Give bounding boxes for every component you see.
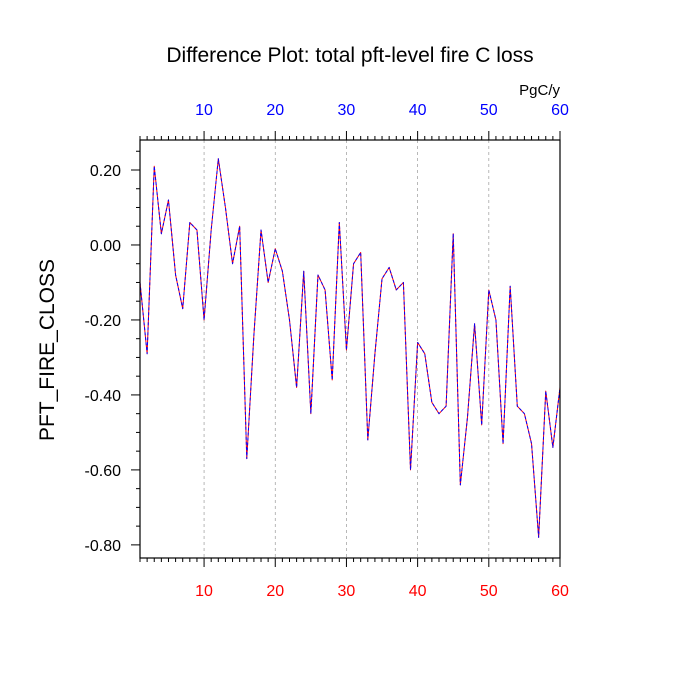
series-line-red xyxy=(139,158,561,538)
grid-lines xyxy=(203,140,490,558)
x-tick-label-top: 50 xyxy=(480,102,498,119)
x-tick-label-bottom: 30 xyxy=(338,583,356,600)
x-tick-label-top: 10 xyxy=(195,102,213,119)
x-tick-label-bottom: 60 xyxy=(551,583,569,600)
plot-frame xyxy=(139,139,561,559)
y-tick-label: -0.60 xyxy=(85,463,122,480)
units-label: PgC/y xyxy=(519,82,560,99)
y-axis-label: PFT_FIRE_CLOSS xyxy=(36,259,59,441)
x-tick-label-bottom: 40 xyxy=(409,583,427,600)
x-tick-label-top: 20 xyxy=(266,102,284,119)
chart-title: Difference Plot: total pft-level fire C … xyxy=(166,44,533,67)
y-tick-label: -0.80 xyxy=(85,538,122,555)
series-lines xyxy=(139,158,561,538)
y-tick-label: 0.20 xyxy=(90,163,121,180)
tick-labels: 10 10 20 20 30 30 40 40 50 50 60 60 0.20 0.00 -0.20 -0.… xyxy=(85,102,569,600)
y-tick-label: -0.20 xyxy=(85,313,122,330)
x-tick-label-top: 40 xyxy=(409,102,427,119)
series-line-blue xyxy=(139,158,561,538)
x-tick-label-bottom: 20 xyxy=(266,583,284,600)
y-tick-label: -0.40 xyxy=(85,388,122,405)
x-tick-label-top: 60 xyxy=(551,102,569,119)
axis-ticks xyxy=(131,131,561,567)
x-tick-label-top: 30 xyxy=(338,102,356,119)
x-tick-label-bottom: 50 xyxy=(480,583,498,600)
x-tick-label-bottom: 10 xyxy=(195,583,213,600)
y-tick-label: 0.00 xyxy=(90,238,121,255)
